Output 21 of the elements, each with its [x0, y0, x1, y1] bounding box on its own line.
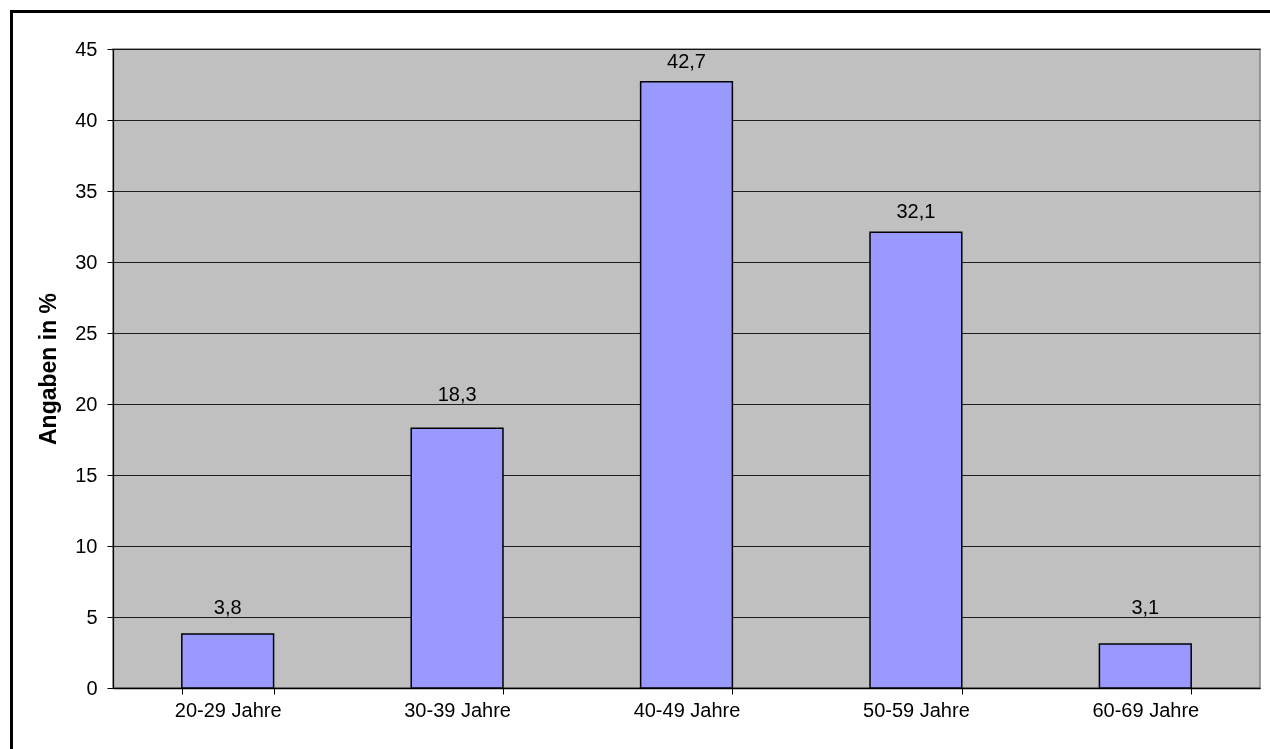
- x-tick-label: 60-69 Jahre: [1092, 698, 1200, 721]
- data-label: 3,8: [213, 596, 242, 618]
- y-tick-label: 45: [75, 37, 98, 60]
- y-tick-label: 30: [75, 250, 98, 273]
- data-label: 18,3: [437, 383, 477, 405]
- x-tick-label: 30-39 Jahre: [404, 698, 511, 721]
- y-tick-label: 15: [75, 463, 98, 486]
- y-tick-label: 20: [75, 392, 98, 415]
- x-tick-label: 20-29 Jahre: [174, 698, 282, 721]
- x-tick-label: 50-59 Jahre: [863, 698, 970, 721]
- y-tick-label: 10: [75, 534, 98, 557]
- y-tick-label: 35: [75, 179, 98, 202]
- y-tick-label: 25: [75, 321, 98, 344]
- y-tick-label: 5: [86, 605, 98, 628]
- y-axis-title: Angaben in %: [35, 292, 62, 446]
- y-tick-label: 0: [86, 676, 98, 699]
- data-label: 3,1: [1131, 596, 1160, 618]
- data-label: 42,7: [667, 49, 706, 72]
- x-tick-label: 40-49 Jahre: [633, 698, 741, 721]
- data-label: 32,1: [896, 200, 936, 223]
- y-tick-label: 40: [75, 108, 98, 131]
